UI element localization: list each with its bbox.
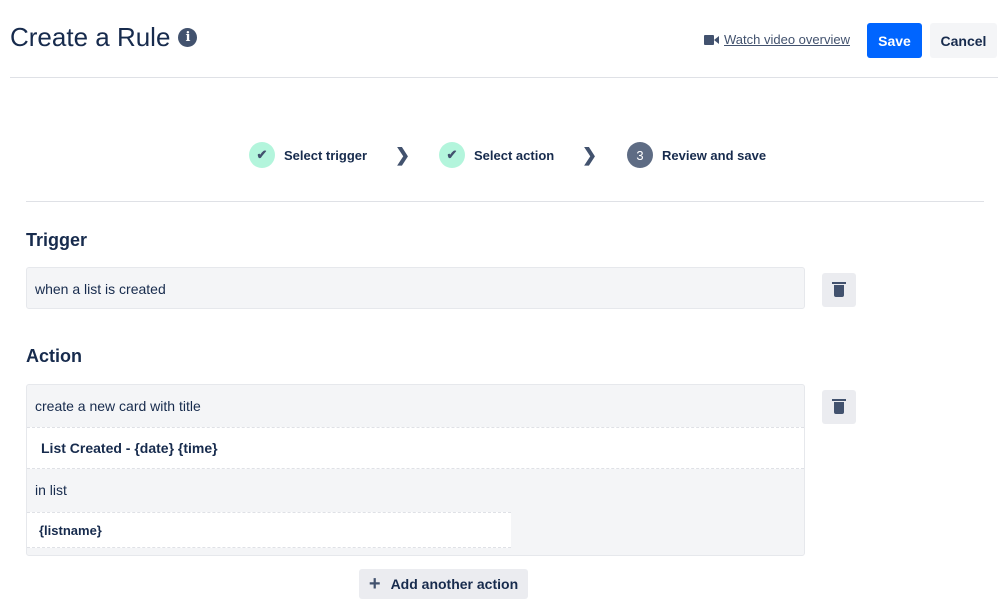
- trigger-box[interactable]: when a list is created: [26, 267, 805, 309]
- card-title-value: List Created - {date} {time}: [41, 440, 218, 456]
- plus-icon: +: [368, 572, 381, 595]
- chevron-right-icon: ❯: [395, 145, 411, 165]
- check-icon: ✔: [439, 142, 465, 168]
- trash-icon: [832, 399, 846, 414]
- action-heading: Action: [26, 346, 82, 366]
- stepper-divider: [26, 201, 984, 202]
- step-label: Select trigger: [284, 147, 368, 163]
- action-box: create a new card with title List Create…: [26, 384, 805, 556]
- watch-video-link[interactable]: Watch video overview: [704, 32, 850, 47]
- header-divider: [10, 77, 998, 78]
- trigger-heading: Trigger: [26, 230, 88, 250]
- add-action-label: Add another action: [390, 576, 519, 592]
- page-title-wrap: Create a Rule i: [10, 22, 198, 53]
- trigger-text: when a list is created: [35, 281, 166, 297]
- list-name-value: {listname}: [39, 522, 102, 538]
- save-button[interactable]: Save: [867, 23, 922, 58]
- video-camera-icon: [704, 34, 719, 45]
- add-another-action-button[interactable]: + Add another action: [359, 569, 528, 599]
- step-label: Review and save: [662, 147, 767, 163]
- chevron-right-icon: ❯: [582, 145, 598, 165]
- check-icon: ✔: [249, 142, 275, 168]
- list-name-input[interactable]: {listname}: [27, 512, 511, 548]
- step-select-action: ✔ Select action: [439, 142, 554, 168]
- step-number: 3: [627, 142, 653, 168]
- info-circle-icon[interactable]: i: [178, 28, 198, 47]
- watch-video-label: Watch video overview: [724, 32, 850, 47]
- trash-icon: [832, 282, 846, 297]
- delete-action-button[interactable]: [822, 390, 856, 424]
- cancel-button[interactable]: Cancel: [930, 23, 997, 58]
- card-title-textarea[interactable]: List Created - {date} {time}: [27, 427, 804, 469]
- in-list-label: in list: [35, 482, 67, 498]
- step-label: Select action: [474, 147, 555, 163]
- step-review-save: 3 Review and save: [627, 142, 766, 168]
- page-title: Create a Rule: [10, 22, 171, 52]
- action-text: create a new card with title: [35, 398, 201, 414]
- delete-trigger-button[interactable]: [822, 273, 856, 307]
- step-select-trigger: ✔ Select trigger: [249, 142, 367, 168]
